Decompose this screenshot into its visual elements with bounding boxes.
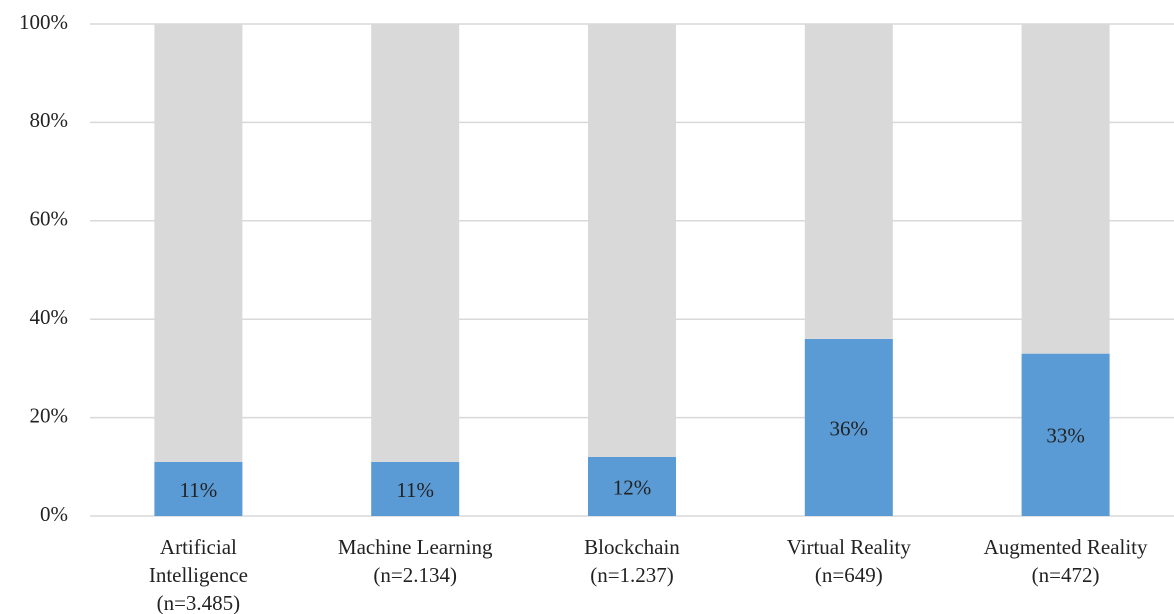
bar-segment bbox=[371, 24, 460, 462]
y-tick-label: 100% bbox=[19, 10, 68, 34]
x-tick-label: Intelligence bbox=[149, 563, 248, 587]
bar-segment bbox=[154, 24, 243, 462]
x-tick-label: (n=1.237) bbox=[590, 563, 674, 587]
y-tick-label: 80% bbox=[30, 108, 69, 132]
bar-segment bbox=[371, 461, 460, 516]
bar-segment bbox=[1021, 353, 1110, 516]
x-tick-label: Machine Learning bbox=[338, 535, 493, 559]
y-tick-label: 20% bbox=[30, 403, 69, 427]
x-tick-label: (n=472) bbox=[1032, 563, 1100, 587]
x-tick-label: (n=2.134) bbox=[373, 563, 457, 587]
x-tick-label: Virtual Reality bbox=[787, 535, 912, 559]
value-label: 36% bbox=[830, 416, 869, 440]
bar-segment bbox=[1021, 24, 1110, 354]
x-tick-label: (n=3.485) bbox=[157, 591, 241, 614]
bar-segment bbox=[804, 24, 893, 339]
x-tick-label: (n=649) bbox=[815, 563, 883, 587]
value-label: 11% bbox=[396, 478, 434, 502]
bar-segment bbox=[154, 461, 243, 516]
y-tick-label: 60% bbox=[30, 207, 69, 231]
bar-segment bbox=[588, 24, 676, 457]
x-tick-label: Artificial bbox=[160, 535, 237, 559]
y-tick-label: 40% bbox=[30, 305, 69, 329]
value-label: 12% bbox=[613, 475, 652, 499]
x-tick-label: Augmented Reality bbox=[984, 535, 1148, 559]
bar-segment bbox=[588, 456, 676, 516]
value-label: 11% bbox=[180, 478, 218, 502]
x-tick-label: Blockchain bbox=[584, 535, 680, 559]
y-tick-label: 0% bbox=[40, 502, 68, 526]
bar-segment bbox=[804, 338, 893, 516]
value-label: 33% bbox=[1046, 424, 1085, 448]
